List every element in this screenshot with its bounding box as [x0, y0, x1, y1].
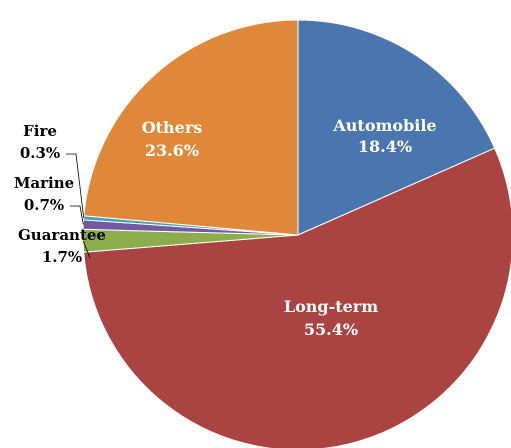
slice-label-others-name: Others [142, 118, 203, 137]
slice-label-marine-name: Marine [14, 174, 74, 192]
pie-slice-long-term [83, 147, 511, 448]
pie-slice-others [83, 19, 299, 236]
pie-slice-automobile [297, 19, 496, 236]
slice-label-longterm-pct: 55.4% [304, 320, 358, 339]
slice-label-fire-pct: 0.3% [20, 144, 60, 162]
slice-label-guarantee-pct: 1.7% [42, 248, 82, 266]
slice-label-fire-name: Fire [23, 122, 57, 140]
leader-lines [66, 153, 91, 259]
slice-label-automobile-name: Automobile [332, 116, 436, 135]
slice-label-others-pct: 23.6% [145, 141, 199, 160]
slice-label-marine-pct: 0.7% [24, 196, 64, 214]
leader-line-guarantee [82, 240, 91, 259]
leader-line-marine [70, 205, 84, 225]
slice-label-automobile-pct: 18.4% [358, 137, 412, 156]
pie-slices [82, 19, 511, 448]
slice-label-longterm-name: Long-term [284, 297, 378, 316]
leader-line-fire [66, 153, 85, 218]
slice-label-guarantee-name: Guarantee [18, 226, 106, 244]
